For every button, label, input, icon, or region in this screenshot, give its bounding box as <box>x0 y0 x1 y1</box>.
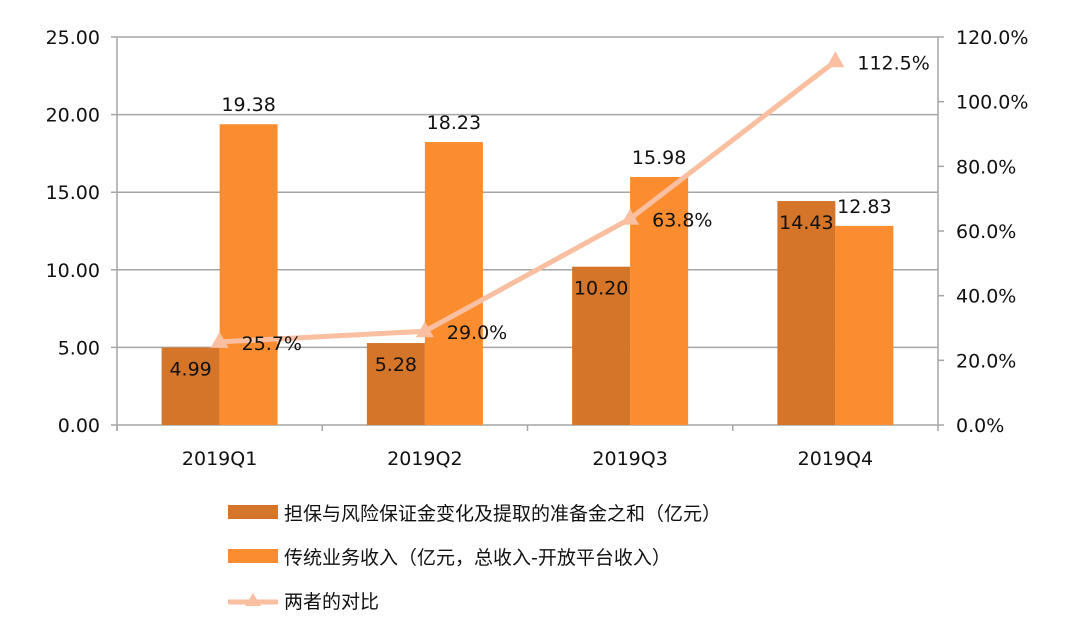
x-tick-label: 2019Q2 <box>387 448 462 470</box>
ratio-label: 112.5% <box>857 52 929 74</box>
right-tick-label: 120.0% <box>956 27 1028 49</box>
ratio-marker <box>210 331 229 348</box>
left-tick-label: 25.00 <box>46 27 100 49</box>
right-tick-label: 60.0% <box>956 221 1016 243</box>
bar-traditional <box>424 142 483 425</box>
bar-reserve-label: 14.43 <box>779 212 833 234</box>
right-tick-label: 40.0% <box>956 286 1016 308</box>
ratio-label: 25.7% <box>242 333 302 355</box>
ratio-marker <box>415 321 434 338</box>
ratio-label: 29.0% <box>447 322 507 344</box>
legend-swatch-reserve <box>228 505 278 519</box>
legend-item-reserve: 担保与风险保证金变化及提取的准备金之和（亿元） <box>228 490 721 534</box>
ratio-marker <box>621 208 640 225</box>
right-tick-label: 80.0% <box>956 156 1016 178</box>
legend-label-reserve: 担保与风险保证金变化及提取的准备金之和（亿元） <box>284 502 722 525</box>
x-tick-label: 2019Q4 <box>798 448 873 470</box>
bar-reserve <box>366 343 425 425</box>
left-tick-label: 0.00 <box>58 415 100 437</box>
legend-item-ratio: 两者的对比 <box>228 578 721 622</box>
legend-line-triangle-icon <box>228 593 278 606</box>
ratio-label: 63.8% <box>652 210 712 232</box>
bar-traditional <box>835 225 894 425</box>
bar-traditional-label: 18.23 <box>427 112 481 134</box>
bar-reserve-label: 10.20 <box>574 278 628 300</box>
combo-chart: 0.00 5.00 10.00 15.00 20.00 25.00 0.0% 20.0% 40.… <box>46 27 1029 470</box>
bar-reserve <box>777 201 836 425</box>
bar-traditional-label: 19.38 <box>221 94 275 116</box>
legend-label-ratio: 两者的对比 <box>284 590 380 613</box>
left-tick-label: 10.00 <box>46 260 100 282</box>
legend-swatch-traditional <box>228 549 278 563</box>
bar-traditional <box>219 124 278 425</box>
right-tick-label: 0.0% <box>956 415 1004 437</box>
x-tick-label: 2019Q1 <box>182 448 257 470</box>
bar-reserve-label: 4.99 <box>169 359 211 381</box>
left-tick-label: 15.00 <box>46 182 100 204</box>
right-tick-label: 100.0% <box>956 92 1028 114</box>
ratio-line <box>219 59 837 345</box>
legend: 担保与风险保证金变化及提取的准备金之和（亿元） 传统业务收入（亿元，总收入-开放… <box>228 490 721 622</box>
bar-traditional <box>630 176 689 425</box>
bar-traditional-label: 15.98 <box>632 147 686 169</box>
bar-reserve <box>572 266 631 425</box>
bar-reserve <box>161 347 220 425</box>
bar-traditional-label: 12.83 <box>837 196 891 218</box>
bar-reserve-label: 5.28 <box>375 354 417 376</box>
left-tick-label: 5.00 <box>58 337 100 359</box>
ratio-marker <box>826 51 845 68</box>
left-tick-label: 20.00 <box>46 105 100 127</box>
x-tick-label: 2019Q3 <box>592 448 667 470</box>
right-tick-label: 20.0% <box>956 350 1016 372</box>
legend-item-traditional: 传统业务收入（亿元，总收入-开放平台收入） <box>228 534 721 578</box>
legend-label-traditional: 传统业务收入（亿元，总收入-开放平台收入） <box>284 546 671 569</box>
